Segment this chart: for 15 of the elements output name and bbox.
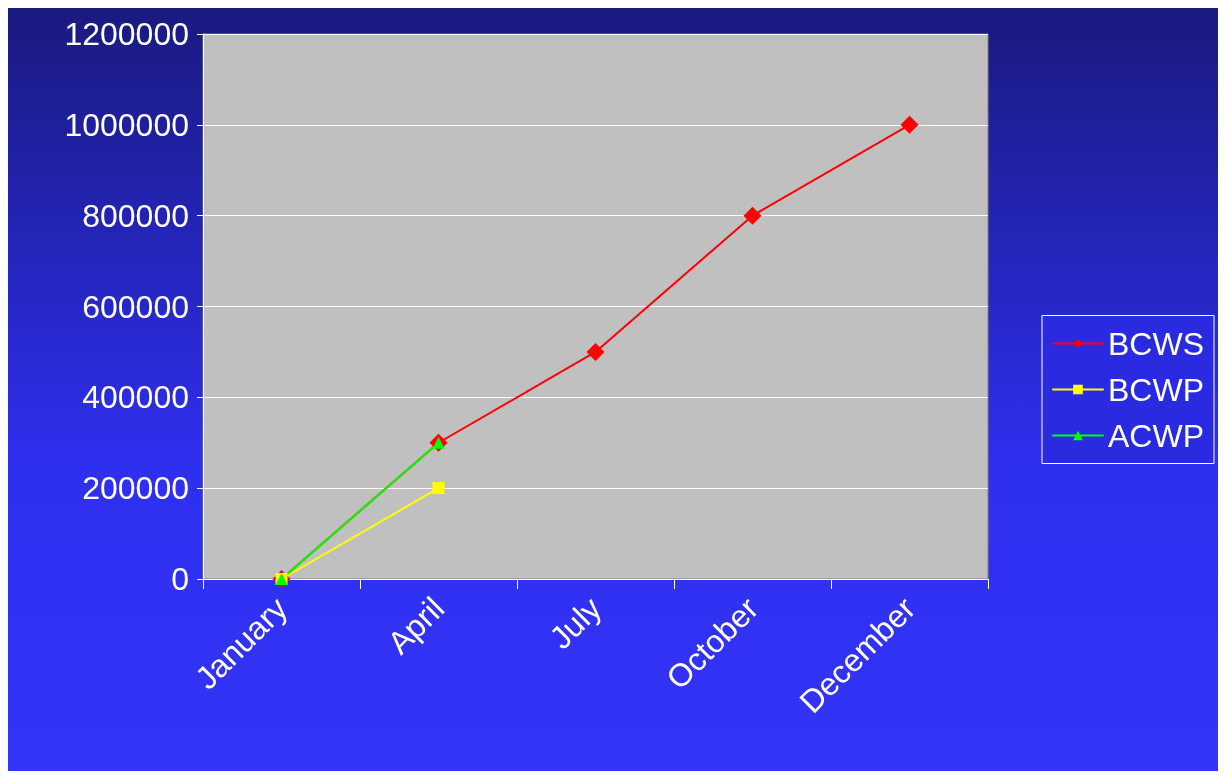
y-tick-label: 0 [171, 561, 189, 597]
y-tick-label: 1200000 [64, 16, 189, 52]
y-tick-label: 800000 [82, 197, 189, 234]
legend-label: ACWP [1108, 417, 1204, 454]
legend-label: BCWS [1108, 325, 1204, 362]
legend-label: BCWP [1108, 371, 1204, 408]
y-tick-label: 600000 [82, 288, 189, 325]
x-tick-label: July [542, 590, 609, 656]
y-tick-label: 1000000 [64, 106, 189, 143]
point [900, 115, 919, 134]
point [432, 482, 445, 495]
point [743, 206, 762, 225]
point [586, 342, 605, 361]
y-tick-label: 200000 [82, 470, 189, 507]
y-tick-label: 400000 [82, 379, 189, 416]
